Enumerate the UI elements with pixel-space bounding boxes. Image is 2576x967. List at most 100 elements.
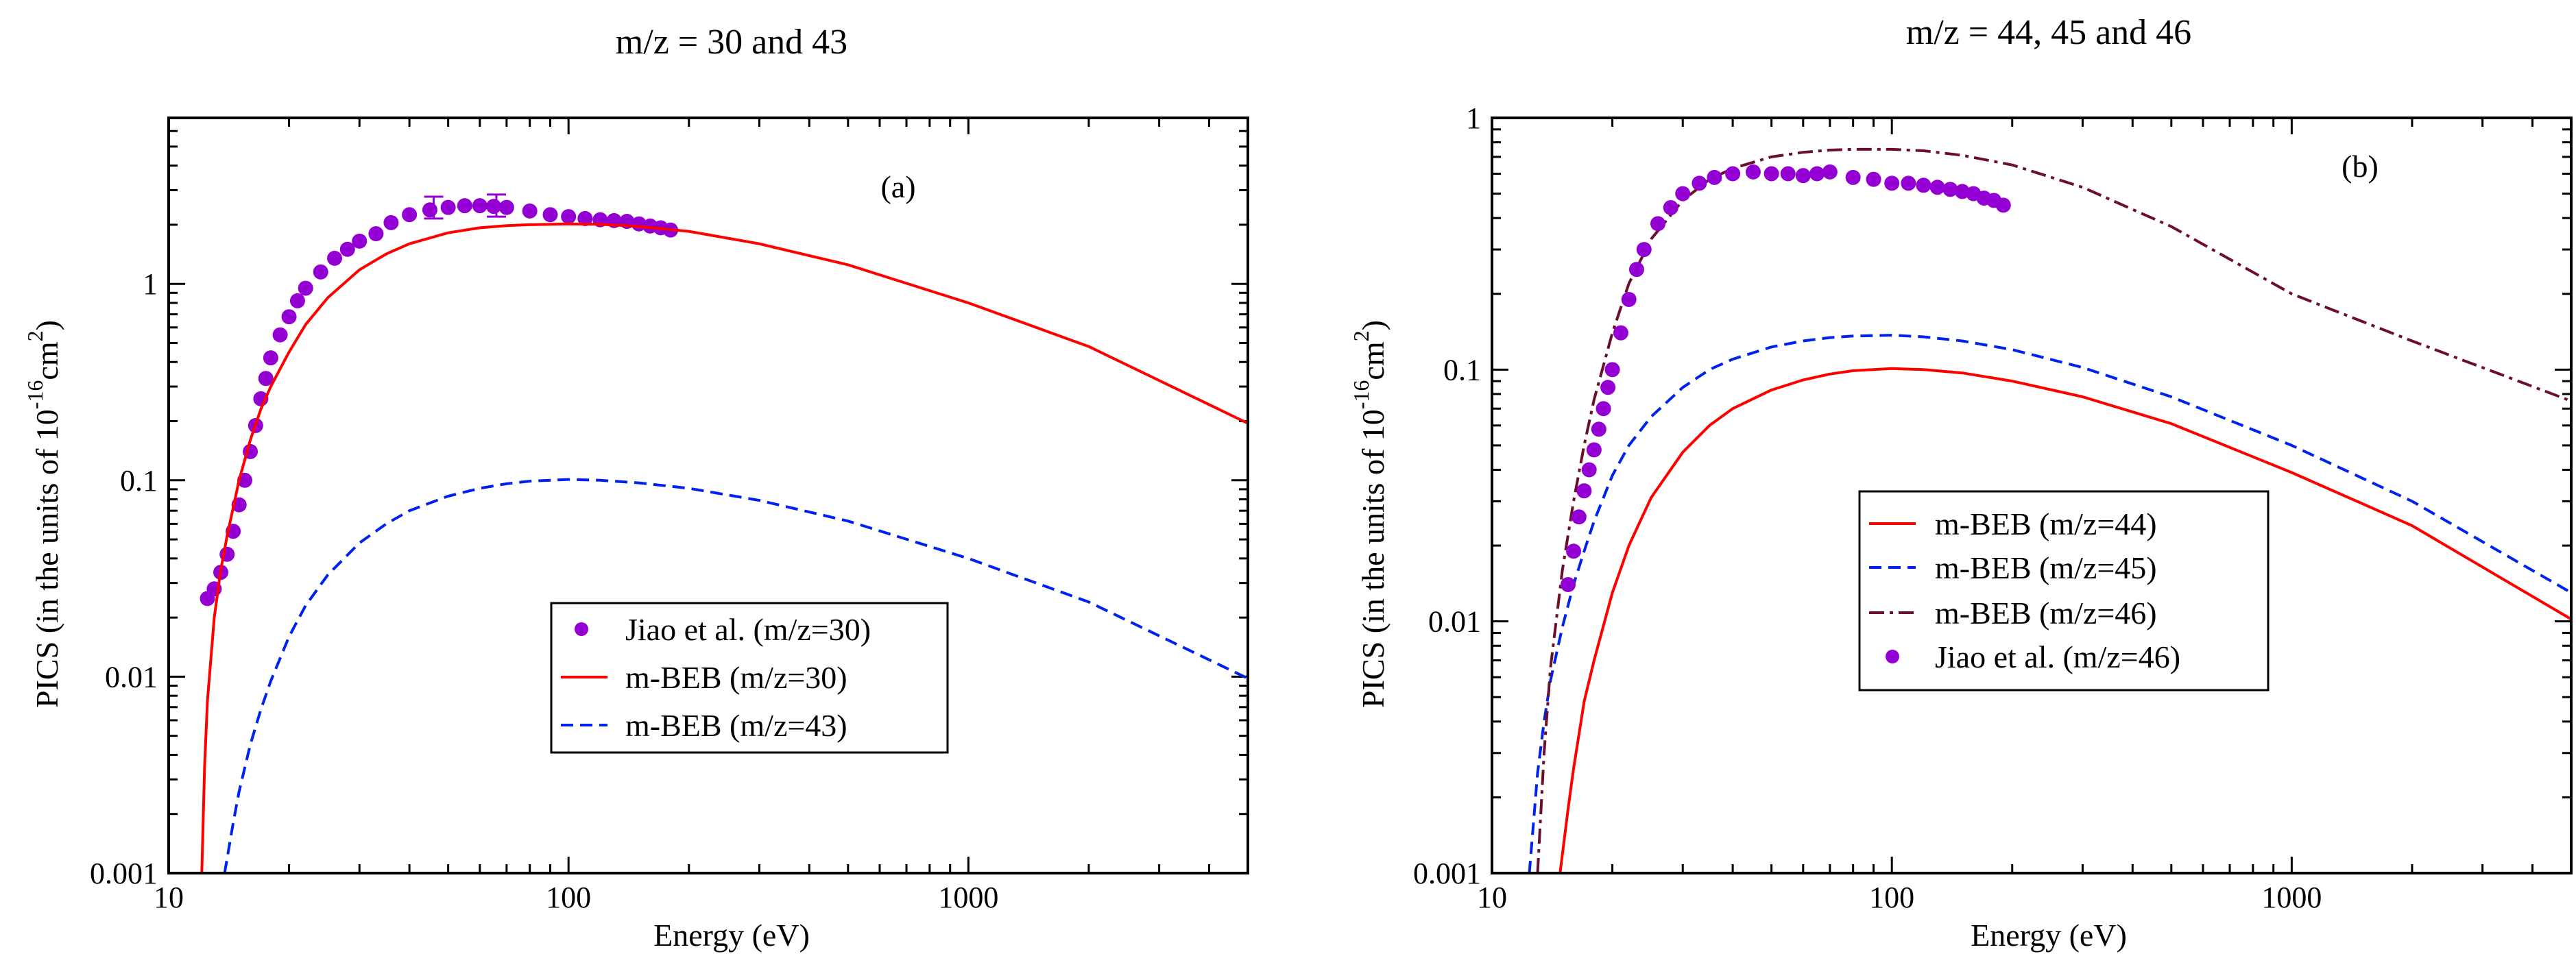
panel-b-x-tick-label: 100 (1869, 881, 1914, 914)
panel-a-ylabel-unit: cm (29, 341, 64, 380)
panel-a-data-point (289, 293, 305, 308)
panel-a-ylabel-main: PICS (in the units of 10 (29, 409, 64, 708)
panel-a: m/z = 30 and 43 10 100 1000 0.001 0.01 0.1 1 (… (23, 23, 1249, 953)
panel-a-data-point (542, 207, 558, 223)
panel-b-data-point (1809, 166, 1825, 182)
panel-a-title: m/z = 30 and 43 (616, 23, 847, 62)
panel-b-data-point (1675, 186, 1691, 201)
panel-b-data-point (1571, 509, 1587, 525)
panel-b-x-tick-label: 10 (1477, 881, 1507, 914)
panel-a-data-point (272, 327, 288, 343)
panel-a-data-point (313, 264, 328, 280)
panel-b-data-point (1586, 442, 1602, 458)
panel-a-data-point (327, 250, 343, 266)
panel-b-data-point (1845, 169, 1861, 185)
panel-b-data-point (1916, 178, 1931, 193)
panel-b-data-point (1692, 175, 1707, 191)
panel-b-data-point (1650, 216, 1666, 232)
panel-b-legend-swatch-3 (1886, 650, 1899, 663)
panel-b-legend: m-BEB (m/z=44) m-BEB (m/z=45) m-BEB (m/z… (1858, 490, 2270, 691)
panel-b-legend-label-0: m-BEB (m/z=44) (1935, 506, 2157, 541)
panel-b-legend-label-1: m-BEB (m/z=45) (1935, 550, 2157, 585)
panel-a-series-m-beb-m-z-30 (200, 222, 1248, 873)
panel-a-y-tick-label: 0.01 (105, 660, 158, 694)
panel-b-data-point (1954, 184, 1970, 199)
panel-b-data-point (1596, 401, 1611, 417)
panel-b-data-point (1942, 182, 1958, 197)
panel-a-data-point (368, 226, 384, 242)
panel-b-data-point (1581, 462, 1597, 478)
panel-a-ylabel-unit-exp: 2 (23, 330, 47, 341)
panel-b-data-point (1901, 175, 1916, 191)
panel-b-data-point (1995, 197, 2011, 213)
panel-b-data-point (1613, 325, 1628, 341)
panel-b-ylabel-exp: -16 (1349, 380, 1373, 410)
panel-b-label: (b) (2342, 149, 2379, 184)
panel-a-ylabel-exp: -16 (23, 380, 47, 410)
panel-b-legend-box (1858, 490, 2270, 691)
panel-a-ylabel-close: ) (29, 320, 64, 330)
panel-a-legend-swatch-0 (575, 622, 588, 636)
panel-b-y-axis-label: PICS (in the units of 10-16cm2) (1349, 320, 1391, 708)
panel-b-data-point (1636, 242, 1652, 258)
panel-a-data-point (281, 309, 297, 325)
panel-a-legend-label-2: m-BEB (m/z=43) (625, 708, 847, 743)
panel-b-data-point (1560, 576, 1576, 592)
panel-a-data-point (263, 350, 278, 366)
panel-b-y-tick-label: 0.001 (1413, 857, 1481, 890)
panel-b-data-point (1576, 483, 1592, 499)
panel-b-data-point (1628, 262, 1644, 278)
panel-b-data-point (1663, 199, 1678, 215)
panel-b-data-point (1591, 421, 1606, 437)
panel-a-plot-frame (167, 117, 1249, 874)
panel-b-data-point (1929, 180, 1945, 195)
panel-b-data-point (1822, 164, 1838, 180)
panel-b-ylabel-unit: cm (1356, 341, 1391, 380)
panel-b-data-point (1621, 291, 1637, 307)
panel-b-data-point (1707, 169, 1722, 185)
panel-b-data-point (1795, 168, 1811, 184)
panel-b-data-point (1745, 164, 1761, 180)
panel-a-label: (a) (880, 169, 915, 204)
panel-a-x-tick-label: 100 (546, 881, 591, 914)
panel-a-data-point (561, 209, 577, 225)
panel-a-data-point (522, 203, 538, 219)
panel-a-legend-label-0: Jiao et al. (m/z=30) (625, 612, 871, 647)
panel-a-y-axis-label: PICS (in the units of 10-16cm2) (23, 320, 64, 708)
panel-b-series-jiao-et-al-m-z-46 (1560, 164, 2011, 592)
panel-b-x-tick-label: 1000 (2261, 881, 2322, 914)
panel-a-x-tick-label: 10 (154, 881, 184, 914)
panel-b-data-point (1764, 166, 1779, 182)
panel-b-legend-label-2: m-BEB (m/z=46) (1935, 596, 2157, 631)
panel-b: m/z = 44, 45 and 46 10 100 1000 0.001 0.01 0.… (1349, 13, 2573, 953)
panel-b-series-m-beb-m-z-44 (1558, 367, 2571, 873)
panel-a-y-tick-label: 0.1 (120, 464, 158, 498)
panel-b-data-point (1780, 166, 1796, 182)
panel-a-data-point (352, 233, 368, 249)
panel-b-data-point (1604, 362, 1620, 378)
panel-a-y-tick-label: 1 (143, 267, 158, 301)
panel-a-data-point (339, 241, 355, 257)
panel-b-y-tick-label: 0.1 (1443, 353, 1481, 387)
panel-b-data-point (1866, 171, 1881, 187)
panel-a-data-point (457, 198, 472, 214)
panel-b-series-m-beb-m-z-46 (1536, 147, 2571, 873)
panel-a-x-axis-label: Energy (eV) (653, 918, 810, 953)
panel-a-legend-label-1: m-BEB (m/z=30) (625, 660, 847, 695)
panel-a-series-m-beb-m-z-43 (223, 478, 1248, 873)
panel-b-x-axis-label: Energy (eV) (1971, 918, 2127, 953)
panel-b-ylabel-main: PICS (in the units of 10 (1356, 409, 1391, 708)
panel-a-series-jiao-et-al-m-z-30 (200, 193, 679, 607)
panel-a-data-point (402, 207, 418, 223)
panel-b-y-tick-label: 1 (1466, 101, 1481, 135)
panel-b-data-point (1725, 166, 1741, 182)
panel-b-legend-label-3: Jiao et al. (m/z=46) (1935, 639, 2180, 674)
panel-b-y-tick-label: 0.01 (1428, 605, 1481, 639)
panel-b-title: m/z = 44, 45 and 46 (1906, 13, 2191, 52)
panel-a-data-point (472, 198, 487, 214)
panel-b-data-point (1566, 543, 1582, 559)
panel-b-data-point (1884, 175, 1900, 191)
panel-b-ylabel-unit-exp: 2 (1349, 330, 1373, 341)
panel-a-data-point (440, 199, 456, 215)
panel-a-data-point (258, 371, 274, 387)
